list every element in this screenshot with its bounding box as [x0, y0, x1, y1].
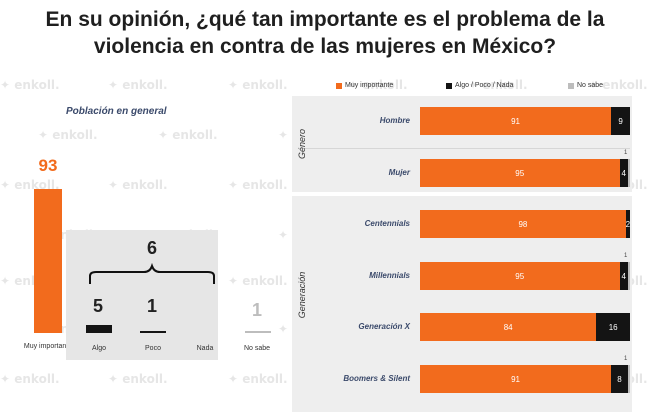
- group-bracket: [89, 262, 215, 284]
- bar-segment-muy: 91: [420, 365, 612, 393]
- bar-segment-muy: 84: [420, 313, 597, 341]
- bar-segment-algo: 8: [611, 365, 628, 393]
- watermark: ✦ enkoll.: [108, 78, 168, 92]
- bar-segment-muy: 91: [420, 107, 612, 135]
- stacked-bar: 95 4: [420, 262, 630, 290]
- no-sabe-data-label: 1: [624, 150, 628, 156]
- poco-label: Poco: [145, 345, 161, 352]
- stacked-bar: 98 2: [420, 210, 630, 238]
- title-line-2: violencia en contra de las mujeres en Mé…: [93, 35, 557, 58]
- title-line-1: En su opinión, ¿qué tan importante es el…: [45, 8, 605, 31]
- watermark: ✦ enkoll.: [0, 78, 60, 92]
- bar-segment-algo: 2: [625, 210, 630, 238]
- no-sabe-data-label: 1: [624, 253, 628, 259]
- bar-segment-nosabe: [627, 159, 630, 187]
- group-total-value: 6: [146, 238, 157, 258]
- no-sabe-bar: [245, 331, 271, 333]
- row-label: Centennials: [364, 219, 410, 228]
- no-sabe-value: 1: [251, 300, 262, 320]
- watermark: ✦ enkoll.: [38, 128, 98, 142]
- row-label: Boomers & Silent: [343, 374, 410, 383]
- bar-segment-muy: 95: [420, 262, 620, 290]
- row-label: Generación X: [358, 322, 410, 331]
- watermark: ✦ enkoll.: [228, 372, 288, 386]
- poco-bar: [140, 331, 166, 333]
- stacked-bar: 91 9: [420, 107, 630, 135]
- algo-value: 5: [92, 296, 103, 316]
- stacked-bar: 95 4: [420, 159, 630, 187]
- bar-segment-nosabe: [627, 262, 630, 290]
- nada-label: Nada: [196, 345, 214, 352]
- watermark: ✦ enkoll.: [108, 178, 168, 192]
- watermark: ✦ enkoll.: [0, 372, 60, 386]
- muy-importante-label: Muy importante: [23, 343, 73, 350]
- bar-segment-algo: 9: [611, 107, 630, 135]
- bar-segment-muy: 98: [420, 210, 626, 238]
- left-panel-title: Población en general: [66, 106, 167, 117]
- row-separator: [300, 148, 630, 149]
- legend-swatch-gray: [568, 82, 574, 89]
- bar-segment-algo: 16: [596, 313, 630, 341]
- bar-segment-algo: 4: [619, 262, 628, 290]
- watermark: ✦ enkoll.: [108, 372, 168, 386]
- row-label: Hombre: [379, 116, 410, 125]
- watermark: ✦ enkoll.: [228, 178, 288, 192]
- muy-importante-bar: [34, 188, 62, 333]
- legend-nosabe-label: No sabe: [577, 82, 604, 89]
- row-label: Mujer: [388, 168, 410, 177]
- legend-algo: Algo / Poco / Nada: [446, 82, 513, 89]
- legend-nosabe: No sabe: [568, 82, 603, 89]
- chart-title: En su opinión, ¿qué tan importante es el…: [0, 6, 650, 60]
- bar-segment-algo: 4: [619, 159, 628, 187]
- muy-importante-value: 93: [38, 156, 58, 175]
- bar-segment-nosabe: [627, 365, 630, 393]
- legend-muy-label: Muy importante: [345, 82, 394, 89]
- algo-poco-nada-box: [66, 230, 218, 360]
- stacked-bar: 91 8: [420, 365, 630, 393]
- legend-swatch-black: [446, 82, 452, 89]
- stacked-bar: 84 16: [420, 313, 630, 341]
- watermark: ✦ enkoll.: [228, 78, 288, 92]
- bar-segment-muy: 95: [420, 159, 620, 187]
- watermark: ✦ enkoll.: [228, 274, 288, 288]
- row-label: Millennials: [369, 271, 410, 280]
- no-sabe-data-label: 1: [624, 356, 628, 362]
- watermark: ✦ enkoll.: [158, 128, 218, 142]
- poco-value: 1: [146, 296, 157, 316]
- legend-muy: Muy importante: [336, 82, 393, 89]
- legend-swatch-orange: [336, 82, 342, 89]
- algo-label: Algo: [91, 345, 106, 352]
- algo-bar: [86, 325, 112, 333]
- legend-algo-label: Algo / Poco / Nada: [455, 82, 514, 89]
- no-sabe-label: No sabe: [243, 345, 271, 352]
